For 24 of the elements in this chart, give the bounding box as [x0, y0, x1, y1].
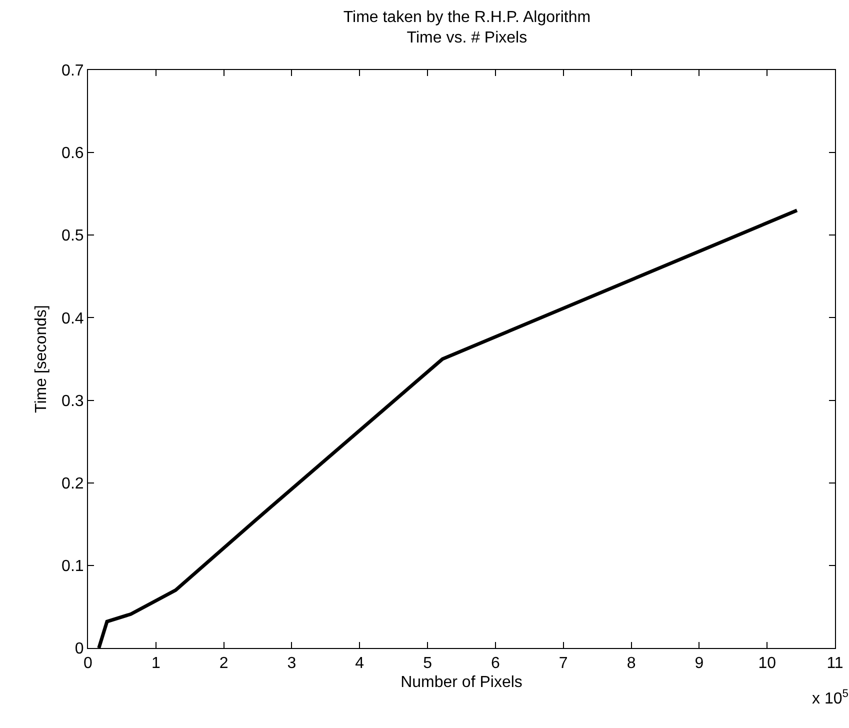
chart-subtitle: Time vs. # Pixels [406, 30, 528, 47]
y-tick-label: 0.7 [62, 62, 84, 80]
chart-title: Time taken by the R.H.P. Algorithm [343, 8, 591, 26]
x-tick-label: 10 [758, 655, 776, 672]
x-tick-label: 2 [219, 655, 228, 672]
x-tick-label: 7 [558, 655, 568, 672]
y-tick-label: 0.2 [62, 475, 84, 492]
x-tick-label: 8 [626, 655, 636, 672]
x-tick-label: 6 [490, 655, 500, 672]
text: x 10$^{5}$ [812, 688, 848, 708]
y-tick-label: 0.5 [62, 228, 84, 245]
x-tick-label: 5 [423, 655, 432, 672]
y-tick-label: 0.1 [62, 558, 84, 576]
x-axis-title: Number of Pixels [400, 674, 522, 691]
x-tick-label: 9 [694, 655, 704, 672]
y-tick-label: 0.4 [62, 310, 84, 328]
y-tick-label: 0.3 [62, 392, 84, 410]
x-tick-label: 1 [151, 655, 160, 672]
y-axis-title: Time [seconds] [33, 305, 50, 413]
x-tick-label: 3 [287, 655, 296, 672]
x-tick-label: 11 [826, 655, 844, 672]
y-tick-label: 0.6 [62, 145, 84, 162]
x-tick-label: 4 [355, 655, 364, 672]
y-tick-label: 0 [74, 640, 84, 658]
